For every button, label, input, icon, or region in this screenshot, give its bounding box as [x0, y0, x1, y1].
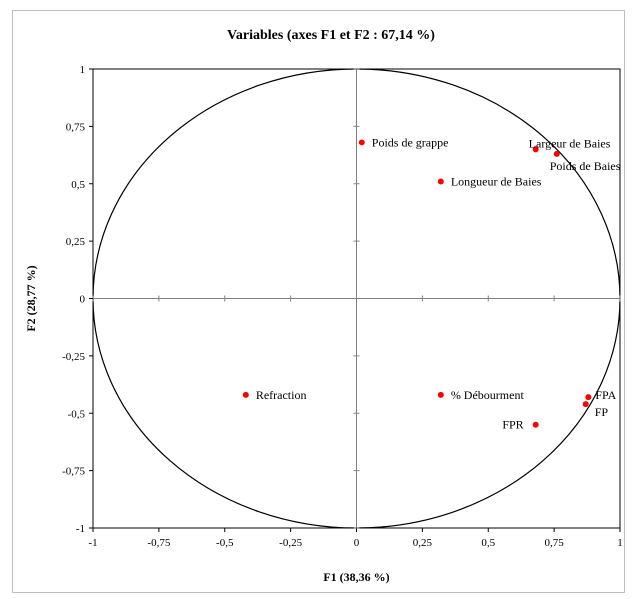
data-point-label: FP — [595, 405, 609, 419]
data-point — [437, 178, 444, 185]
data-point-label: Longueur de Baies — [451, 174, 542, 188]
x-axis-ticks: -1 -0,75 -0,5 -0,25 0 0,25 0,5 0,75 1 — [88, 295, 623, 549]
y-tick-label: -0,25 — [62, 351, 85, 363]
y-axis-ticks: 1 0,75 0,5 0,25 0 -0,25 -0,5 -0,75 -1 — [62, 64, 360, 535]
y-axis-label: F2 (28,77 %) — [24, 265, 38, 331]
data-point — [242, 391, 249, 398]
x-tick-label: -1 — [88, 537, 97, 549]
y-tick-label: 0,75 — [66, 121, 86, 133]
x-axis-label: F1 (38,36 %) — [323, 570, 389, 584]
data-point-label: Refraction — [256, 388, 307, 402]
data-point — [585, 394, 592, 401]
data-point — [553, 150, 560, 157]
y-tick-label: 1 — [80, 64, 86, 76]
data-point-label: Poids de grappe — [372, 135, 449, 149]
chart-frame: Variables (axes F1 et F2 : 67,14 %) -1 -0… — [12, 10, 625, 593]
data-point-label: FPA — [595, 388, 616, 402]
x-tick-label: 0,5 — [481, 537, 495, 549]
y-tick-label: -1 — [76, 523, 85, 535]
y-tick-label: 0 — [80, 294, 86, 306]
data-point-label: FPR — [502, 418, 523, 432]
x-tick-label: 1 — [617, 537, 623, 549]
x-tick-label: 0 — [354, 537, 360, 549]
data-points: Poids de grappe Longueur de Baies Largeur … — [242, 135, 621, 432]
data-point-label: Largeur de Baies — [529, 136, 611, 150]
x-tick-label: -0,5 — [216, 537, 234, 549]
data-point-label: Poids de Baies — [550, 159, 621, 173]
y-tick-label: 0,5 — [71, 179, 85, 191]
x-tick-label: 0,25 — [413, 537, 433, 549]
data-point — [358, 139, 365, 146]
x-tick-label: -0,25 — [279, 537, 302, 549]
data-point — [437, 391, 444, 398]
data-point — [532, 421, 539, 428]
y-tick-label: 0,25 — [66, 236, 86, 248]
data-point — [582, 401, 589, 408]
data-point-label: % Débourment — [451, 388, 525, 402]
correlation-circle-chart: Variables (axes F1 et F2 : 67,14 %) -1 -0… — [24, 28, 623, 584]
data-point — [532, 146, 539, 153]
y-tick-label: -0,5 — [68, 408, 86, 420]
x-tick-label: -0,75 — [147, 537, 170, 549]
chart-title: Variables (axes F1 et F2 : 67,14 %) — [227, 28, 435, 43]
y-tick-label: -0,75 — [62, 466, 85, 478]
x-tick-label: 0,75 — [545, 537, 565, 549]
